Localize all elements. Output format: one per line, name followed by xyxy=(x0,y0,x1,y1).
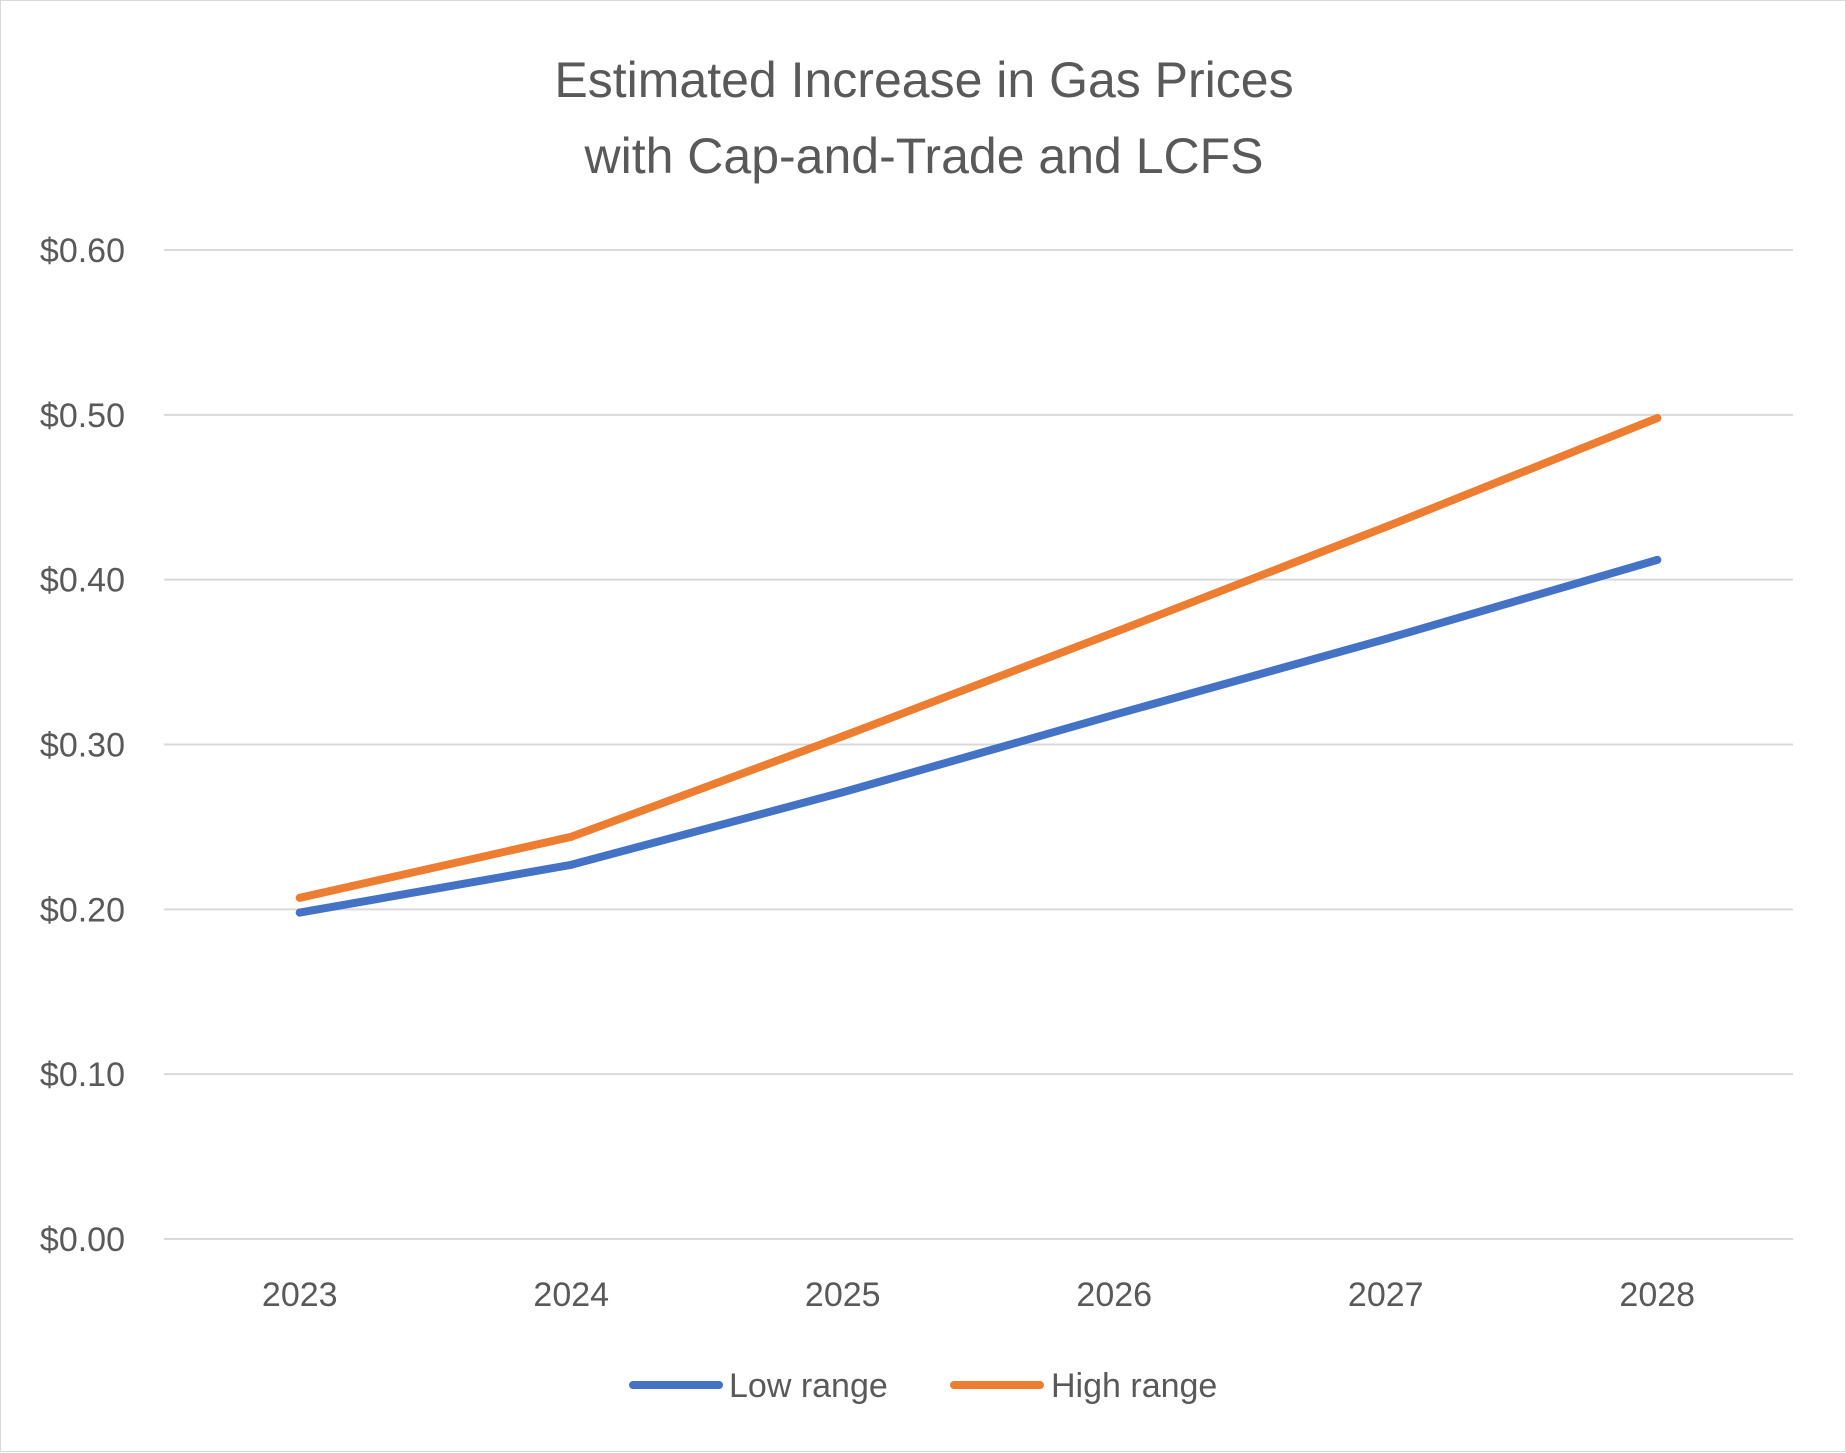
chart-title-line-2: with Cap-and-Trade and LCFS xyxy=(583,128,1263,184)
y-axis-tick-labels: $0.00 $0.10 $0.20 $0.30 $0.40 $0.50 $0.60 xyxy=(40,232,125,1259)
data-point xyxy=(295,908,304,917)
data-point xyxy=(1653,555,1662,564)
x-tick-label: 2028 xyxy=(1619,1276,1695,1314)
x-tick-label: 2023 xyxy=(262,1276,338,1314)
data-point xyxy=(1110,710,1119,719)
data-point xyxy=(838,788,847,797)
y-tick-label: $0.20 xyxy=(40,891,125,929)
y-tick-label: $0.50 xyxy=(40,397,125,435)
data-point xyxy=(1381,522,1390,531)
y-tick-label: $0.60 xyxy=(40,232,125,270)
x-tick-label: 2024 xyxy=(533,1276,609,1314)
y-tick-label: $0.40 xyxy=(40,562,125,600)
series-lines xyxy=(295,414,1662,917)
x-tick-label: 2027 xyxy=(1348,1276,1424,1314)
data-point xyxy=(567,832,576,841)
series-line-low-range xyxy=(295,555,1662,917)
data-point xyxy=(1110,628,1119,637)
chart-title: Estimated Increase in Gas Prices with Ca… xyxy=(554,52,1293,184)
data-point xyxy=(1381,635,1390,644)
data-point xyxy=(1653,414,1662,423)
y-tick-label: $0.30 xyxy=(40,727,125,765)
legend: Low range High range xyxy=(629,1367,1217,1405)
y-tick-label: $0.00 xyxy=(40,1221,125,1259)
x-tick-label: 2025 xyxy=(805,1276,881,1314)
gridlines xyxy=(164,249,1793,1240)
chart-title-line-1: Estimated Increase in Gas Prices xyxy=(554,52,1293,108)
x-tick-label: 2026 xyxy=(1076,1276,1152,1314)
legend-label: Low range xyxy=(729,1367,888,1405)
x-axis-tick-labels: 2023 2024 2025 2026 2027 2028 xyxy=(262,1276,1695,1314)
data-point xyxy=(838,732,847,741)
data-point xyxy=(295,893,304,902)
data-point xyxy=(567,860,576,869)
y-tick-label: $0.10 xyxy=(40,1056,125,1094)
series-line-high-range xyxy=(295,414,1662,902)
legend-label: High range xyxy=(1051,1367,1217,1405)
